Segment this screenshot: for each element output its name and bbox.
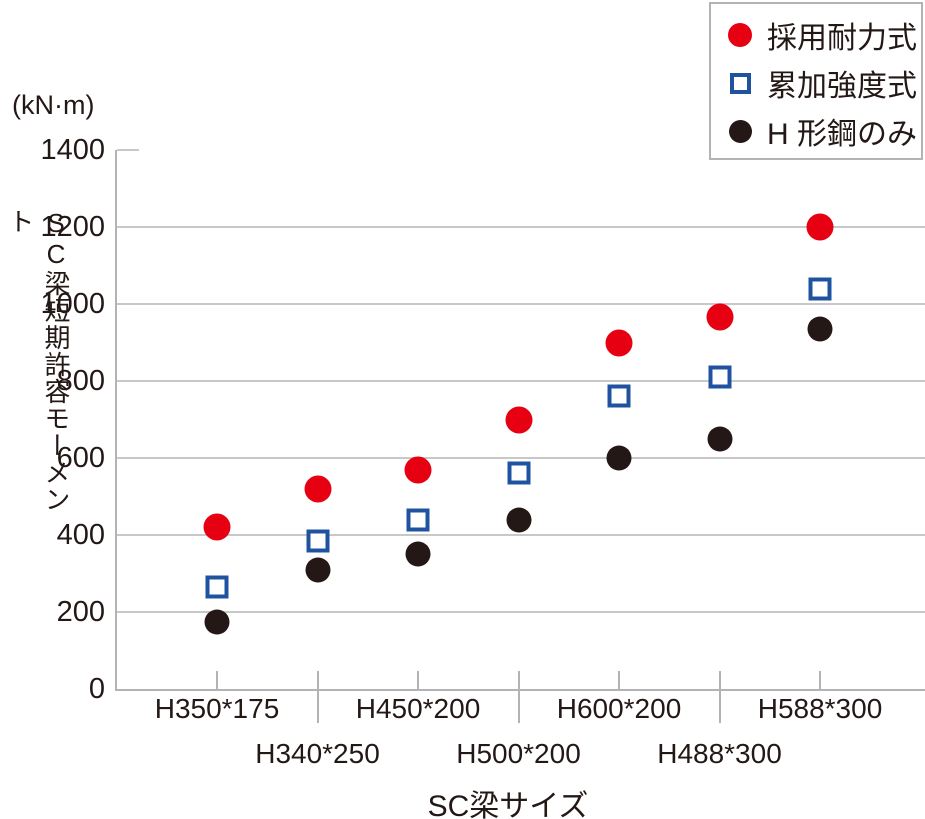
data-point-H 形鋼のみ-H450*200 [405,541,431,567]
gridline-600 [117,457,925,459]
data-point-累加強度式-H488*300 [708,365,731,389]
filled-circle-marker-icon [726,23,754,47]
x-axis-tick [618,671,620,689]
data-point-採用耐力式-H488*300 [706,303,733,331]
x-category-label: H350*175 [154,693,280,724]
data-point-累加強度式-H500*200 [507,461,530,485]
gridline-1000 [117,303,925,305]
y-tick-label: 200 [56,596,105,628]
legend-label: H 形鋼のみ [767,118,917,151]
data-point-H 形鋼のみ-H500*200 [506,507,531,533]
data-point-採用耐力式-H588*300 [806,213,834,241]
x-category-label: H340*250 [255,738,380,769]
gridline-400 [117,534,925,536]
x-label-divider [517,689,520,723]
x-category-label: H450*200 [355,693,481,724]
data-point-H 形鋼のみ-H588*300 [807,316,833,342]
x-axis-title: SC梁サイズ [427,790,589,819]
x-category-label: H488*300 [657,738,782,769]
y-tick-label: 0 [88,673,105,705]
y-axis-unit-label: (kN·m) [12,90,95,120]
x-axis-tick [517,671,520,689]
legend-label: 累加強度式 [767,70,917,103]
x-category-label: H500*200 [456,738,581,769]
gridline-200 [117,611,925,613]
x-label-divider [316,689,319,723]
data-point-累加強度式-H340*250 [306,529,329,553]
x-category-label: H600*200 [556,693,682,724]
open-square-marker-icon [726,72,754,94]
x-axis-tick [216,671,218,689]
legend-label: 採用耐力式 [767,22,917,55]
data-point-H 形鋼のみ-H340*250 [305,557,330,583]
gridline-1400 [117,149,139,151]
y-axis-title: SC梁短期許容モーメント [5,208,71,513]
x-axis-tick [417,671,419,689]
legend-item: H 形鋼のみ [726,107,921,155]
data-point-H 形鋼のみ-H600*200 [606,445,632,471]
data-point-累加強度式-H600*200 [607,384,631,408]
y-tick-label: 600 [56,442,105,474]
x-label-divider [718,689,721,723]
legend-item: 採用耐力式 [726,11,921,59]
x-axis-tick [316,671,319,689]
x-axis-tick [819,671,821,689]
data-point-採用耐力式-H500*200 [505,406,532,433]
data-point-H 形鋼のみ-H350*175 [204,609,230,635]
data-point-採用耐力式-H600*200 [605,329,633,356]
legend-item: 累加強度式 [726,59,921,107]
y-tick-label: 400 [56,519,105,551]
filled-circle-marker-icon [726,119,754,143]
y-tick-label: 800 [56,365,105,397]
data-point-累加強度式-H350*175 [205,575,229,599]
x-axis-tick [718,671,721,689]
data-point-H 形鋼のみ-H488*300 [707,426,732,452]
data-point-採用耐力式-H450*200 [404,456,432,484]
plot-area [115,149,925,691]
gridline-1200 [117,226,925,228]
data-point-採用耐力式-H340*250 [304,475,331,503]
y-tick-label: 1400 [40,134,105,166]
gridline-800 [117,380,925,382]
x-category-label: H588*300 [757,693,883,724]
data-point-採用耐力式-H350*175 [203,513,231,541]
data-point-累加強度式-H450*200 [406,508,430,532]
legend: 採用耐力式累加強度式 H 形鋼のみ [709,2,923,160]
y-tick-label: 1000 [40,288,105,320]
y-tick-label: 1200 [40,211,105,243]
data-point-累加強度式-H588*300 [808,277,832,301]
